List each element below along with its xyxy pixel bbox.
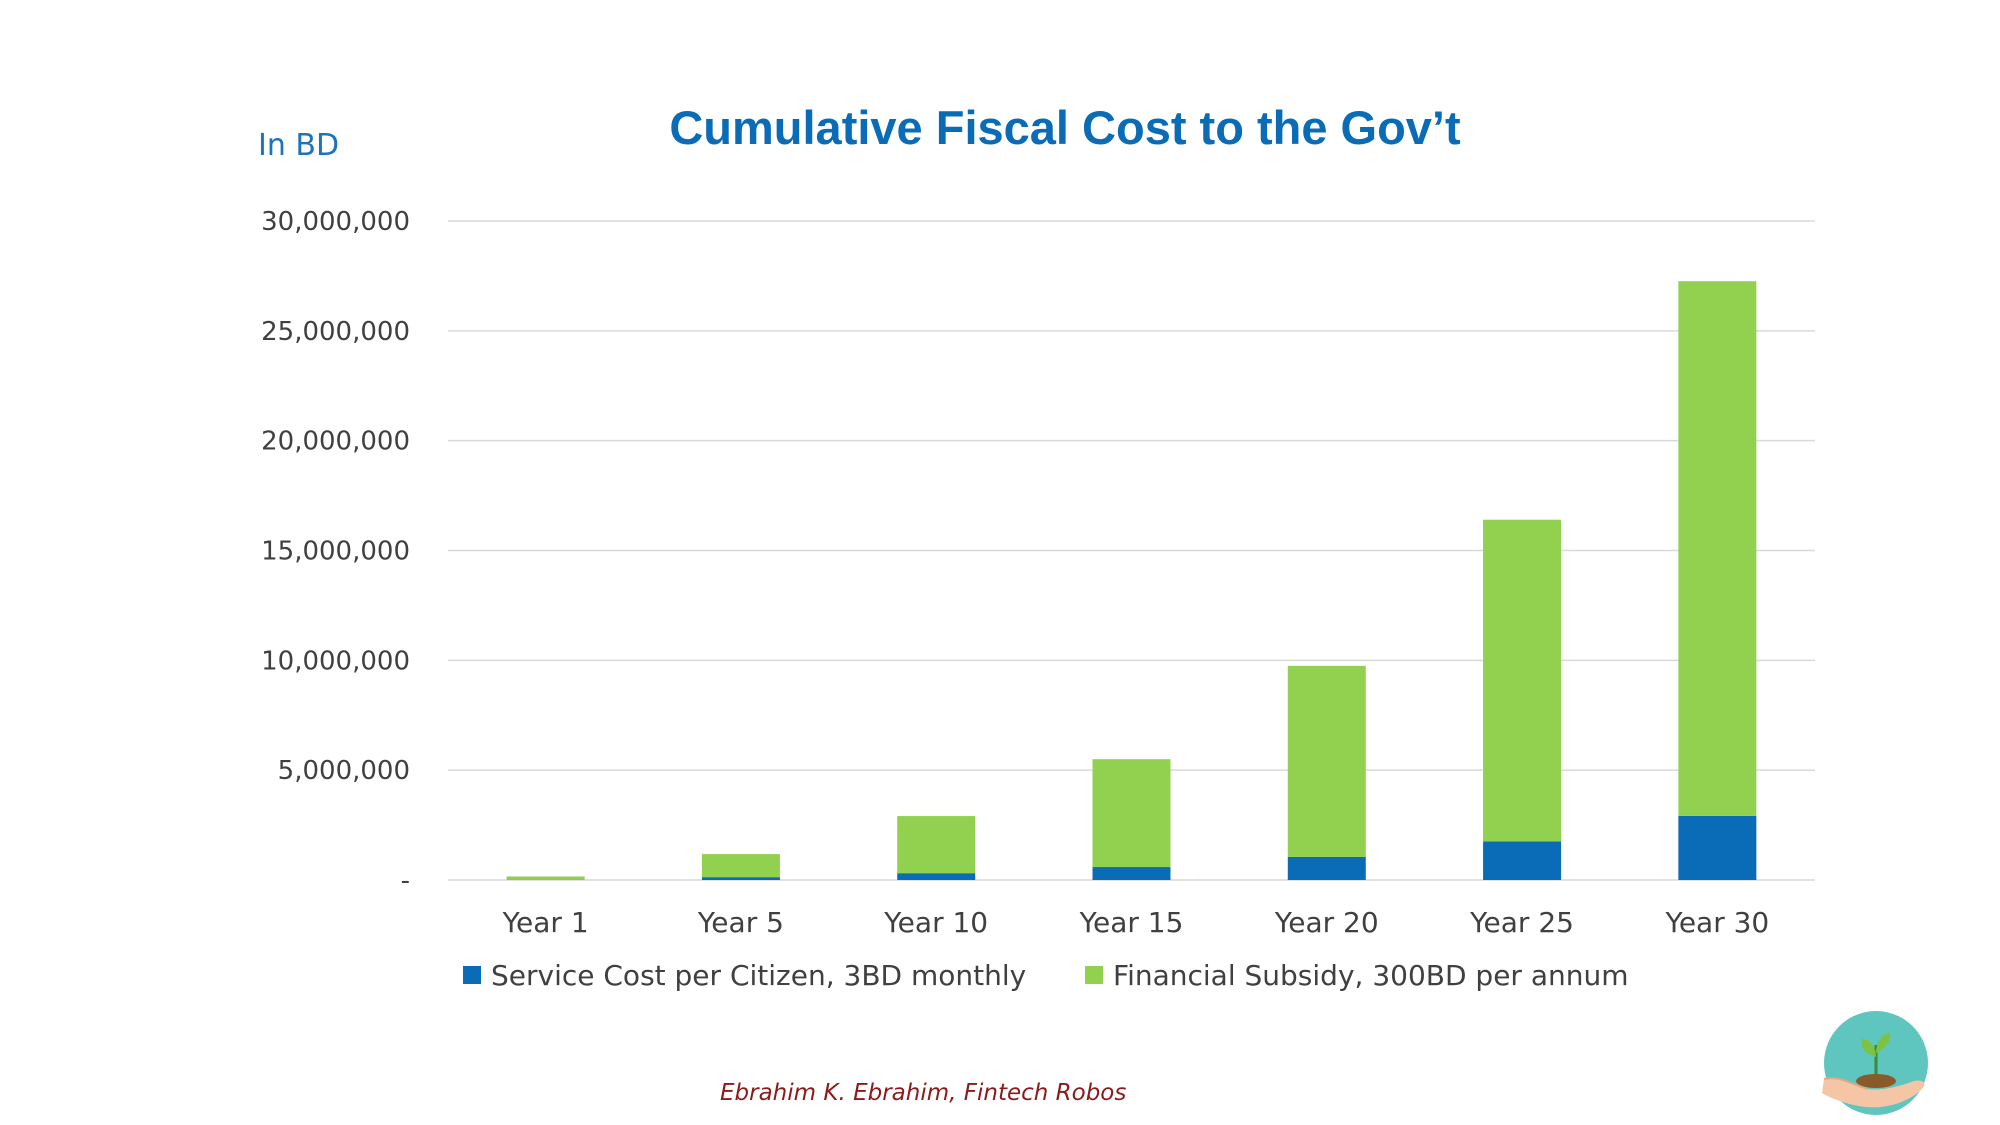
x-tick-label: Year 1 [502, 906, 589, 939]
author-credit: Ebrahim K. Ebrahim, Fintech Robos [720, 1080, 1127, 1106]
chart-title: Cumulative Fiscal Cost to the Gov’t [669, 101, 1461, 154]
bar-service-cost[interactable] [701, 877, 780, 880]
bar-service-cost[interactable] [1678, 815, 1757, 880]
y-tick-label: 30,000,000 [261, 207, 410, 237]
bar-financial-subsidy[interactable] [1678, 281, 1757, 816]
x-tick-label: Year 30 [1664, 906, 1769, 939]
y-tick-label: - [401, 866, 410, 896]
bar-financial-subsidy[interactable] [897, 816, 976, 874]
x-axis-tick-labels: Year 1 Year 5 Year 10 Year 15 Year 20 Year 25… [502, 906, 1770, 939]
y-tick-label: 20,000,000 [261, 427, 410, 457]
bars [506, 281, 1757, 880]
bar-service-cost[interactable] [1287, 856, 1366, 880]
bar-service-cost[interactable] [1092, 867, 1171, 880]
legend-label-service-cost: Service Cost per Citizen, 3BD monthly [491, 958, 1027, 992]
y-tick-label: 5,000,000 [278, 756, 410, 786]
bar-service-cost[interactable] [1483, 841, 1562, 880]
x-tick-label: Year 10 [883, 906, 988, 939]
plant-in-hand-logo [1822, 1011, 1928, 1115]
legend-swatch-financial-subsidy [1085, 966, 1103, 984]
y-tick-label: 10,000,000 [261, 646, 410, 676]
x-tick-label: Year 5 [697, 906, 784, 939]
legend-item-service-cost[interactable]: Service Cost per Citizen, 3BD monthly [463, 955, 1026, 995]
bar-financial-subsidy[interactable] [1483, 519, 1562, 842]
bar-financial-subsidy[interactable] [1092, 759, 1171, 868]
legend-item-financial-subsidy[interactable]: Financial Subsidy, 300BD per annum [1085, 955, 1629, 995]
y-axis-unit-label: In BD [258, 128, 340, 163]
gridlines [448, 220, 1815, 881]
y-tick-label: 15,000,000 [261, 537, 410, 567]
x-tick-label: Year 15 [1079, 906, 1184, 939]
x-tick-label: Year 25 [1469, 906, 1574, 939]
y-tick-label: 25,000,000 [261, 317, 410, 347]
bar-financial-subsidy[interactable] [701, 854, 780, 878]
legend-swatch-service-cost [463, 966, 481, 984]
bar-service-cost[interactable] [897, 873, 976, 880]
bar-financial-subsidy[interactable] [506, 876, 585, 880]
legend-label-financial-subsidy: Financial Subsidy, 300BD per annum [1113, 958, 1629, 992]
bar-financial-subsidy[interactable] [1287, 665, 1366, 857]
y-axis-tick-labels: - 5,000,000 10,000,000 15,000,000 20,000,000… [261, 207, 410, 896]
x-tick-label: Year 20 [1274, 906, 1379, 939]
